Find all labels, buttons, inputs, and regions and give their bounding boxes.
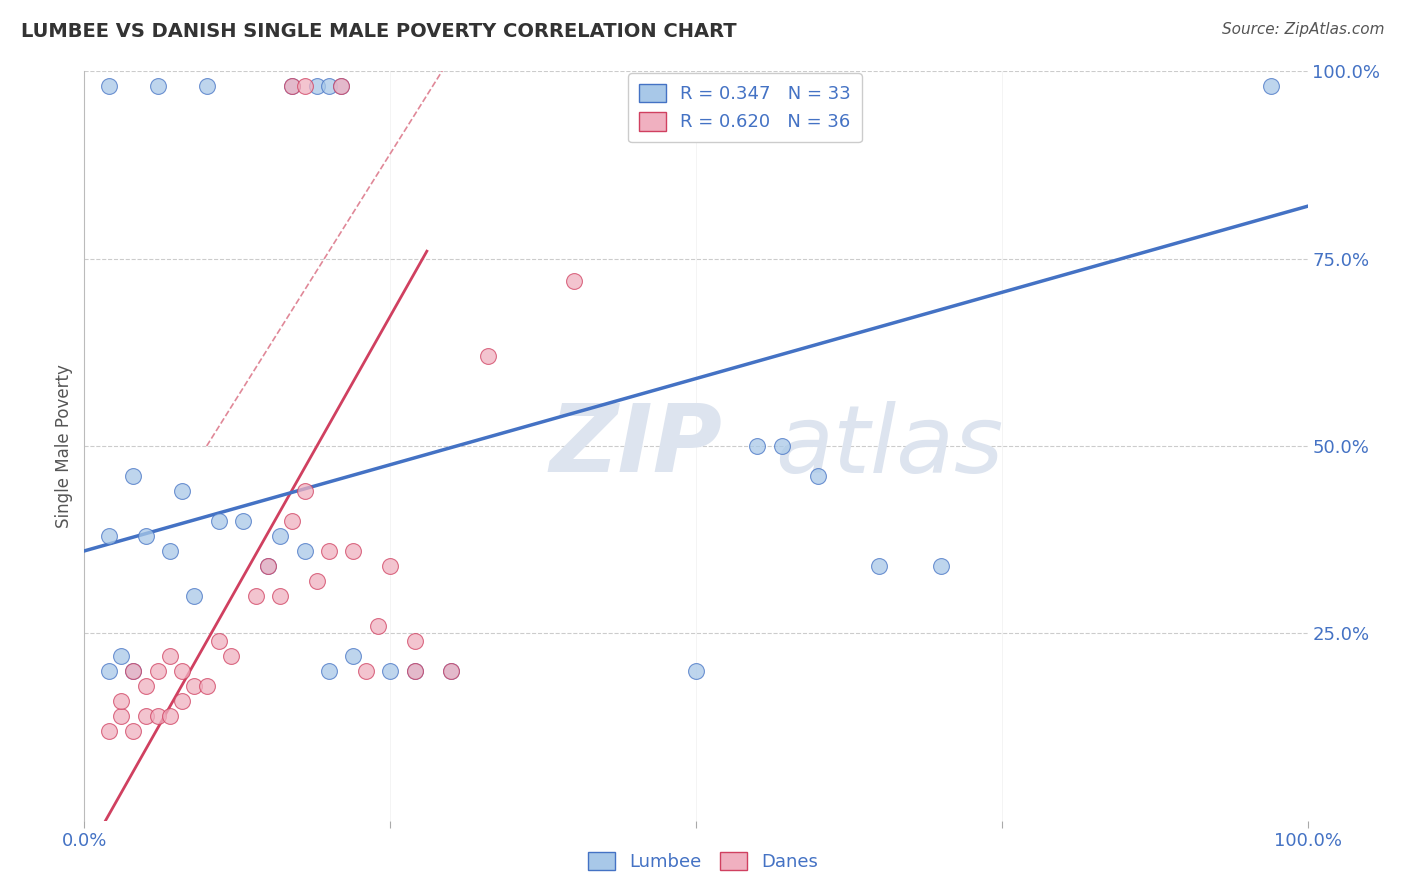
Point — [159, 544, 181, 558]
Point — [294, 483, 316, 498]
Point — [97, 723, 120, 738]
Point — [135, 708, 157, 723]
Point — [318, 79, 340, 94]
Point — [294, 79, 316, 94]
Point — [232, 514, 254, 528]
Point — [172, 483, 194, 498]
Point — [110, 648, 132, 663]
Text: LUMBEE VS DANISH SINGLE MALE POVERTY CORRELATION CHART: LUMBEE VS DANISH SINGLE MALE POVERTY COR… — [21, 22, 737, 41]
Point — [367, 619, 389, 633]
Point — [97, 529, 120, 543]
Point — [342, 544, 364, 558]
Point — [122, 723, 145, 738]
Point — [245, 589, 267, 603]
Point — [257, 558, 280, 573]
Point — [269, 529, 291, 543]
Point — [281, 79, 304, 94]
Point — [146, 664, 169, 678]
Point — [380, 558, 402, 573]
Point — [110, 694, 132, 708]
Point — [770, 439, 793, 453]
Point — [404, 633, 426, 648]
Point — [869, 558, 891, 573]
Point — [172, 694, 194, 708]
Text: Source: ZipAtlas.com: Source: ZipAtlas.com — [1222, 22, 1385, 37]
Point — [269, 589, 291, 603]
Point — [404, 664, 426, 678]
Point — [318, 664, 340, 678]
Point — [146, 79, 169, 94]
Point — [195, 679, 218, 693]
Legend: R = 0.347   N = 33, R = 0.620   N = 36: R = 0.347 N = 33, R = 0.620 N = 36 — [628, 73, 862, 143]
Y-axis label: Single Male Poverty: Single Male Poverty — [55, 364, 73, 528]
Point — [122, 664, 145, 678]
Point — [195, 79, 218, 94]
Legend: Lumbee, Danes: Lumbee, Danes — [581, 845, 825, 879]
Text: atlas: atlas — [776, 401, 1004, 491]
Point — [257, 558, 280, 573]
Point — [342, 648, 364, 663]
Point — [122, 664, 145, 678]
Point — [440, 664, 463, 678]
Point — [440, 664, 463, 678]
Point — [135, 529, 157, 543]
Point — [318, 544, 340, 558]
Point — [97, 664, 120, 678]
Point — [135, 679, 157, 693]
Point — [1260, 79, 1282, 94]
Point — [281, 79, 304, 94]
Point — [183, 679, 205, 693]
Point — [807, 469, 830, 483]
Point — [172, 664, 194, 678]
Point — [685, 664, 707, 678]
Point — [305, 79, 328, 94]
Point — [122, 469, 145, 483]
Point — [477, 349, 499, 363]
Point — [330, 79, 353, 94]
Point — [747, 439, 769, 453]
Point — [146, 708, 169, 723]
Point — [404, 664, 426, 678]
Point — [294, 544, 316, 558]
Point — [929, 558, 952, 573]
Point — [380, 664, 402, 678]
Point — [208, 633, 231, 648]
Point — [305, 574, 328, 588]
Point — [330, 79, 353, 94]
Point — [208, 514, 231, 528]
Point — [159, 648, 181, 663]
Text: ZIP: ZIP — [550, 400, 723, 492]
Point — [354, 664, 377, 678]
Point — [183, 589, 205, 603]
Point — [110, 708, 132, 723]
Point — [562, 274, 585, 288]
Point — [281, 514, 304, 528]
Point — [219, 648, 242, 663]
Point — [159, 708, 181, 723]
Point — [97, 79, 120, 94]
